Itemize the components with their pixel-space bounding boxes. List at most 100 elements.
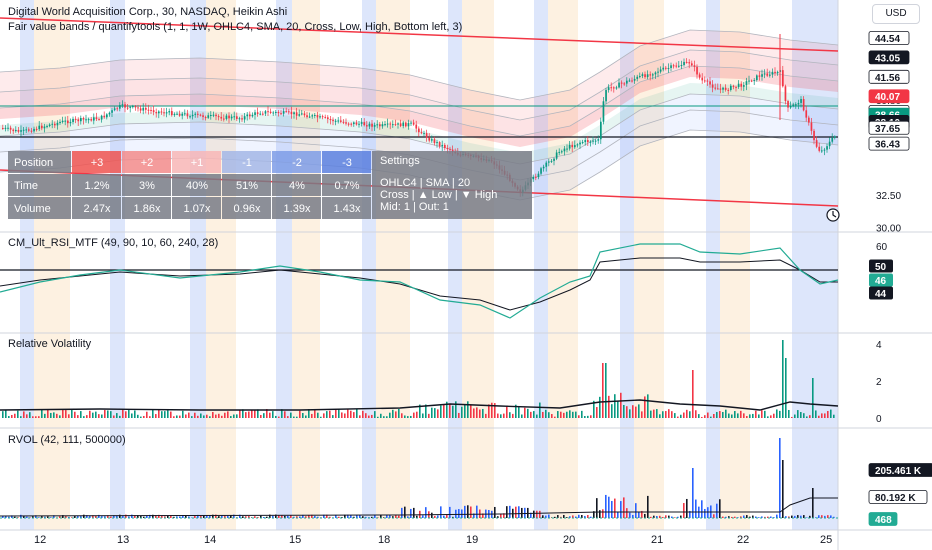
upper-band-3 — [0, 30, 838, 120]
candle-body — [766, 73, 769, 76]
candle-body — [368, 123, 371, 127]
volatility-bar — [272, 411, 274, 418]
indicator-legend[interactable]: Fair value bands / quantifytools (1, 1, … — [8, 21, 462, 33]
rvol-bar — [713, 514, 715, 518]
candle-body — [444, 144, 446, 149]
candle-body — [298, 114, 301, 116]
candle-body — [571, 144, 574, 148]
volatility-bar — [527, 408, 529, 418]
relative-volatility-pane[interactable] — [0, 340, 839, 418]
rvol-bar — [221, 515, 223, 518]
rsi-legend[interactable]: CM_Ult_RSI_MTF (49, 90, 10, 60, 240, 28) — [8, 237, 218, 249]
volatility-bar — [44, 413, 46, 418]
volatility-bar — [233, 414, 235, 418]
candle-body — [134, 106, 137, 108]
candle-body — [683, 61, 685, 66]
volatility-bar — [32, 416, 34, 418]
rvol-bar — [329, 516, 331, 518]
volatility-bar — [503, 413, 505, 418]
session-stripe — [292, 0, 320, 530]
volatility-bar — [569, 410, 571, 418]
volatility-bar — [611, 404, 613, 418]
candle-body — [337, 120, 340, 122]
volatility-bar — [284, 411, 286, 418]
table-cell — [272, 174, 321, 196]
volatility-bar — [446, 401, 448, 418]
volatility-bar — [377, 416, 379, 418]
candle-body — [696, 66, 698, 75]
rsi-line-fast — [0, 243, 839, 319]
rvol-bar — [251, 517, 253, 518]
rvol-bar — [638, 512, 640, 518]
volatility-bar — [206, 414, 208, 418]
time-axis-label: 14 — [204, 534, 216, 546]
relative-volatility-legend[interactable]: Relative Volatility — [8, 338, 92, 350]
volatility-bar — [281, 409, 283, 418]
volatility-bar — [437, 409, 439, 418]
candle-body — [626, 80, 628, 84]
currency-selector[interactable]: USD — [872, 4, 920, 24]
alert-clock-icon[interactable] — [826, 208, 840, 222]
volatility-bar — [167, 410, 169, 418]
volatility-bar — [215, 414, 217, 418]
rvol-bar — [599, 510, 601, 518]
candle-body — [436, 142, 438, 144]
price-axes[interactable]: 40.3639.8038.4632.5030.0044.5443.0541.56… — [868, 31, 932, 527]
rvol-bar — [608, 496, 610, 518]
rvol-bar — [161, 515, 163, 518]
volatility-bar — [38, 416, 40, 418]
price-pane[interactable] — [0, 17, 840, 222]
volatility-bar — [737, 413, 739, 418]
rvol-bar — [500, 514, 502, 518]
candle-body — [7, 127, 9, 129]
candle-body — [129, 106, 132, 108]
candle-body — [384, 124, 386, 126]
rvol-legend[interactable]: RVOL (42, 111, 500000) — [8, 434, 126, 446]
price-badge-label: 43.05 — [875, 53, 900, 64]
volatility-bar — [308, 409, 310, 418]
volatility-bar — [590, 415, 592, 418]
rvol-bar — [476, 505, 478, 518]
volatility-bar — [566, 411, 568, 418]
candle-body — [191, 114, 194, 117]
volatility-bar — [407, 416, 409, 418]
trend-line-upper[interactable] — [0, 17, 839, 52]
rsi-pane[interactable] — [0, 243, 839, 319]
candle-body — [85, 119, 87, 121]
rvol-bar — [128, 516, 130, 518]
candle-body — [43, 126, 46, 129]
volatility-bar — [581, 410, 583, 418]
rvol-pane[interactable] — [0, 438, 838, 519]
rvol-bar — [155, 515, 157, 518]
time-axis[interactable]: 12 13 14 15 18 19 20 21 22 25 — [34, 534, 832, 546]
candle-body — [121, 104, 124, 106]
volatility-bar — [800, 412, 802, 418]
candle-body — [545, 162, 548, 167]
rvol-bar — [77, 515, 79, 518]
table-cell-text: 0.96x — [234, 203, 261, 215]
session-stripe — [792, 0, 806, 530]
candle-body — [137, 107, 139, 109]
volatility-bar — [557, 411, 559, 418]
rsi-badge: 50 — [869, 259, 893, 273]
volatility-bar — [482, 408, 484, 418]
rvol-bar — [452, 516, 454, 518]
candle-body — [532, 176, 535, 180]
candle-body — [597, 139, 600, 141]
rvol-bar — [680, 515, 682, 518]
volatility-bar — [188, 412, 190, 418]
candle-body — [360, 122, 363, 124]
price-badge: 44.54 — [868, 31, 910, 45]
rvol-bar — [311, 514, 313, 518]
candle-body — [633, 78, 636, 81]
volatility-bar — [386, 416, 388, 418]
session-stripe — [534, 0, 548, 530]
candle-body — [646, 74, 649, 78]
candle-body — [59, 122, 61, 124]
candle-body — [652, 74, 654, 76]
candle-body — [548, 161, 550, 163]
rvol-bar — [59, 516, 61, 518]
time-axis-label: 15 — [289, 534, 301, 546]
volatility-bar — [332, 415, 334, 418]
